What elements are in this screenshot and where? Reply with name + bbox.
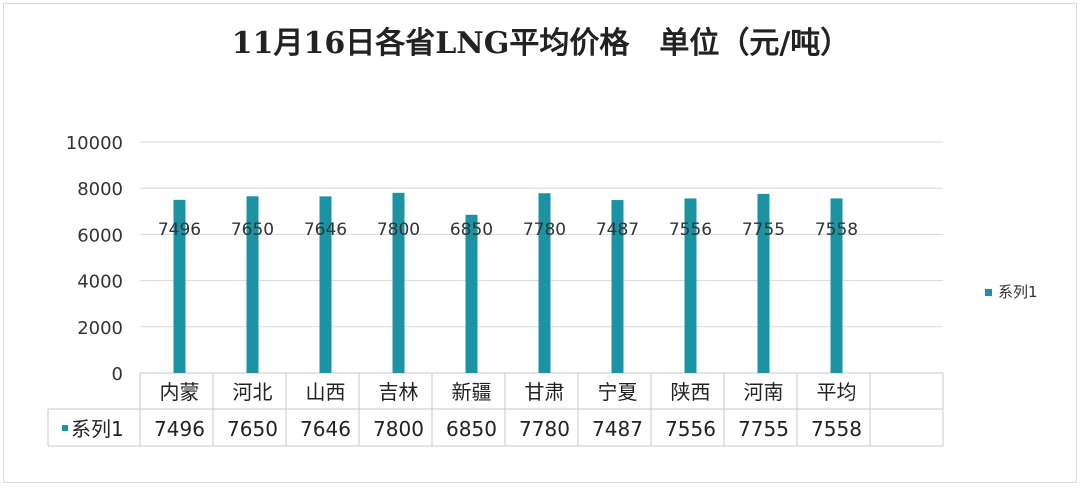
- y-tick-label: 6000: [77, 225, 123, 246]
- y-tick-label: 10000: [66, 133, 123, 154]
- category-label: 河北: [233, 380, 273, 404]
- data-label: 7496: [158, 220, 201, 240]
- bar: [173, 199, 186, 373]
- y-tick-label: 8000: [77, 179, 123, 200]
- table-series-label: 系列1: [71, 417, 124, 441]
- category-label: 吉林: [379, 380, 419, 404]
- table-value: 7780: [519, 417, 570, 441]
- bar: [611, 200, 624, 373]
- bar: [319, 196, 332, 373]
- category-label: 平均: [817, 380, 857, 404]
- legend: 系列1: [985, 281, 1038, 302]
- table-value: 7755: [738, 417, 789, 441]
- table-value: 6850: [446, 417, 497, 441]
- chart-title: 11月16日各省LNG平均价格 单位（元/吨）: [231, 26, 851, 61]
- data-label: 6850: [450, 220, 493, 240]
- chart-border: [3, 3, 1077, 483]
- bar: [465, 214, 478, 373]
- category-label: 新疆: [452, 380, 492, 404]
- category-label: 陕西: [671, 380, 711, 404]
- table-value: 7496: [154, 417, 205, 441]
- data-label: 7800: [377, 220, 420, 240]
- legend-swatch: [985, 289, 992, 296]
- table-value: 7558: [811, 417, 862, 441]
- data-label: 7558: [815, 220, 858, 240]
- y-tick-label: 2000: [77, 318, 123, 339]
- data-label: 7650: [231, 220, 274, 240]
- data-label: 7487: [596, 220, 639, 240]
- data-label: 7780: [523, 220, 566, 240]
- category-label: 甘肃: [525, 380, 565, 404]
- y-tick-label: 0: [112, 364, 123, 385]
- category-label: 山西: [306, 380, 346, 404]
- data-label: 7646: [304, 220, 347, 240]
- bar: [684, 198, 697, 373]
- table-value: 7650: [227, 417, 278, 441]
- table-legend-swatch: [62, 425, 68, 431]
- y-tick-label: 4000: [77, 272, 123, 293]
- category-label: 河南: [744, 380, 784, 404]
- bar: [538, 193, 551, 373]
- bar: [246, 196, 259, 373]
- table-value: 7556: [665, 417, 716, 441]
- bar: [757, 193, 770, 373]
- table-value: 7800: [373, 417, 424, 441]
- legend-label: 系列1: [998, 283, 1038, 301]
- data-label: 7755: [742, 220, 785, 240]
- table-value: 7646: [300, 417, 351, 441]
- bar: [830, 198, 843, 373]
- bar: [392, 192, 405, 373]
- category-label: 内蒙: [160, 380, 200, 404]
- data-label: 7556: [669, 220, 712, 240]
- category-label: 宁夏: [598, 380, 638, 404]
- table-value: 7487: [592, 417, 643, 441]
